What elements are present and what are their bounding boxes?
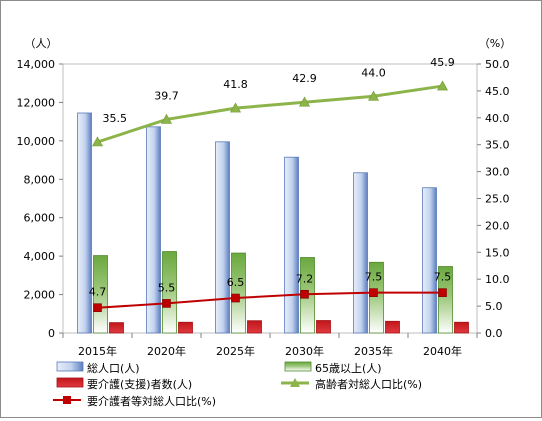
line-elderly-ratio [97, 84, 443, 144]
right-axis-tick-label: 30.0 [485, 166, 510, 179]
right-axis-tick-label: 45.0 [485, 85, 510, 98]
data-label-care-ratio: 5.5 [158, 281, 176, 294]
marker-care-ratio [369, 288, 378, 297]
data-label-elderly-ratio: 39.7 [154, 89, 179, 102]
data-label-elderly-ratio: 42.9 [292, 72, 317, 85]
data-label-care-ratio: 6.5 [227, 276, 245, 289]
right-axis-tick-label: 0.0 [485, 327, 503, 340]
bar-total-population [353, 172, 368, 334]
bar-care-needed [109, 322, 124, 334]
left-axis-tick-label: 8,000 [24, 173, 56, 186]
left-axis-tick-label: 6,000 [24, 212, 56, 225]
bar-care-needed [385, 320, 400, 334]
right-axis-tick-label: 20.0 [485, 219, 510, 232]
bar-total-population [146, 126, 161, 334]
marker-care-ratio [438, 288, 447, 297]
axes: 0 2,000 4,000 6,000 8,000 10,000 12,000 14,000 0… [17, 37, 512, 358]
x-axis-tick-label: 2020年 [147, 344, 186, 358]
data-labels: 35.5 39.7 41.8 42.9 44.0 45.9 4.7 5.5 6.5 7.2 7.5 7… [89, 56, 455, 299]
legend-care-needed-swatch [56, 377, 84, 388]
left-axis-tick-label: 4,000 [24, 250, 56, 263]
bar-care-needed [178, 321, 193, 334]
marker-care-ratio [93, 303, 102, 313]
legend-elderly-ratio-label: 高齢者対総人口比(%) [315, 377, 422, 391]
data-label-elderly-ratio: 44.0 [361, 66, 386, 79]
bar-age-65-plus [369, 261, 384, 334]
marker-elderly-ratio [436, 80, 449, 91]
right-axis-tick-label: 15.0 [485, 246, 510, 259]
right-axis-tick-label: 10.0 [485, 273, 510, 286]
data-label-care-ratio: 7.5 [434, 271, 452, 284]
left-axis-tick-label: 2,000 [24, 289, 56, 302]
bar-total-population [422, 187, 437, 334]
left-axis-tick-label: 10,000 [17, 135, 56, 148]
marker-elderly-ratio [91, 136, 104, 147]
legend-total-population-swatch [56, 361, 84, 372]
legend: 総人口(人) 65歳以上(人) 要介護(支援)者数(人) 高齢者対総人口比(%) 要介護… [53, 361, 422, 408]
x-axis-tick-label: 2025年 [216, 344, 255, 358]
legend-care-ratio-marker [63, 396, 71, 404]
data-label-care-ratio: 4.7 [89, 286, 107, 299]
marker-care-ratio [162, 299, 171, 308]
legend-elderly-ratio-marker [290, 378, 300, 387]
data-label-elderly-ratio: 41.8 [223, 78, 248, 91]
marker-elderly-ratio [298, 96, 311, 107]
plot-background [62, 63, 478, 334]
marker-care-ratio [231, 293, 240, 303]
x-axis-tick-label: 2015年 [78, 344, 117, 358]
marker-elderly-ratio [229, 102, 242, 113]
legend-care-needed-label: 要介護(支援)者数(人) [87, 377, 192, 391]
left-axis-tick-label: 0 [48, 327, 55, 340]
left-axis-tick-label: 14,000 [17, 58, 56, 71]
bar-age-65-plus [438, 266, 453, 334]
bar-age-65-plus [162, 251, 177, 334]
lines [91, 80, 449, 313]
bar-age-65-plus [231, 252, 246, 334]
data-label-care-ratio: 7.5 [365, 271, 383, 284]
left-axis-unit: （人） [25, 37, 58, 50]
legend-age-65-plus-label: 65歳以上(人) [315, 362, 382, 375]
legend-total-population-label: 総人口(人) [87, 361, 140, 375]
bar-total-population [77, 112, 92, 334]
bar-age-65-plus [93, 255, 108, 334]
bar-care-needed [316, 320, 331, 334]
right-axis-tick-label: 50.0 [485, 58, 510, 71]
right-axis-tick-label: 40.0 [485, 112, 510, 125]
data-label-elderly-ratio: 45.9 [430, 56, 455, 69]
right-axis-tick-label: 35.0 [485, 139, 510, 152]
marker-elderly-ratio [160, 113, 173, 124]
right-axis-tick-label: 5.0 [485, 300, 503, 313]
bar-care-needed [247, 320, 262, 334]
left-axis-tick-label: 12,000 [17, 96, 56, 109]
legend-age-65-plus-swatch [284, 361, 312, 372]
x-axis-tick-label: 2030年 [285, 344, 324, 358]
bar-care-needed [454, 321, 469, 334]
plot-area [62, 63, 478, 334]
marker-care-ratio [300, 289, 309, 299]
bar-total-population [215, 141, 230, 334]
right-axis-unit: （%） [479, 37, 511, 50]
x-axis-tick-label: 2035年 [354, 344, 393, 358]
data-label-elderly-ratio: 35.5 [103, 112, 128, 125]
right-axis-tick-label: 25.0 [485, 193, 510, 206]
x-axis-tick-label: 2040年 [423, 344, 462, 358]
line-care-ratio [97, 291, 443, 309]
bar-total-population [284, 156, 299, 334]
legend-care-ratio-label: 要介護者等対総人口比(%) [87, 394, 216, 408]
data-label-care-ratio: 7.2 [296, 272, 314, 285]
marker-elderly-ratio [367, 90, 380, 101]
